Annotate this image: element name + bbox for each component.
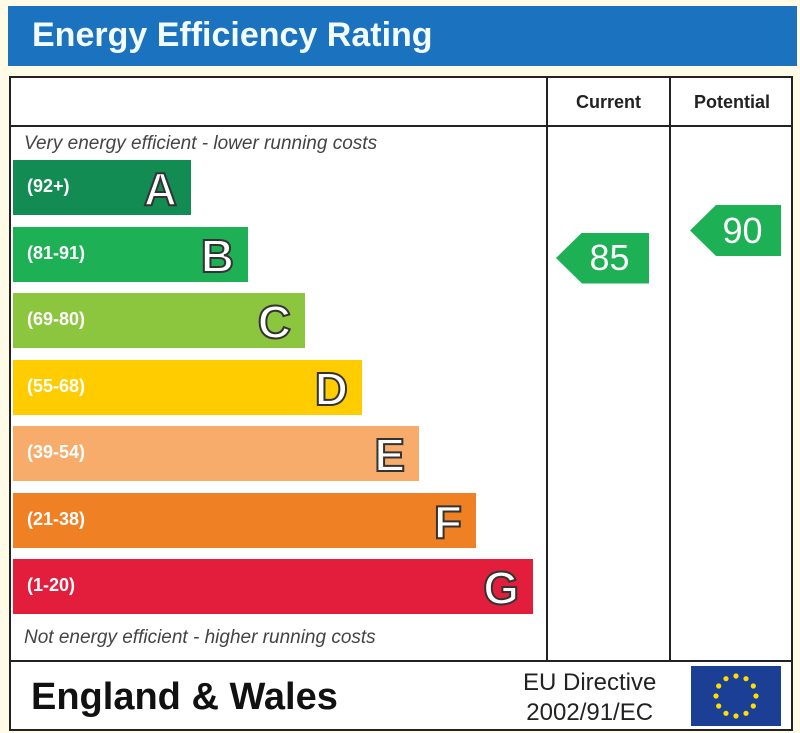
flag-star (713, 693, 719, 699)
eu-directive: EU Directive 2002/91/EC (523, 668, 656, 728)
flag-star (743, 710, 749, 716)
header-divider (11, 125, 791, 127)
band-bar-b: (81-91) B (13, 226, 248, 283)
flag-star (743, 676, 749, 682)
band-bar-c: (69-80) C (13, 293, 305, 349)
band-bar-g: (1-20) G (13, 559, 533, 615)
chart-title: Energy Efficiency Rating (32, 16, 433, 54)
footer-divider (11, 660, 791, 662)
band-letter: A (143, 162, 178, 216)
band-range: (55-68) (27, 375, 86, 396)
title-bar: Energy Efficiency Rating (8, 6, 797, 66)
flag-star (753, 693, 759, 699)
band-letter: C (257, 295, 292, 349)
band-range: (92+) (27, 176, 70, 196)
flag-star (750, 683, 756, 689)
band-letter: G (482, 561, 520, 615)
rating-table: Current Potential Very energy efficient … (9, 76, 793, 731)
directive-line-1: EU Directive (523, 669, 657, 696)
potential-rating-arrow: 90 (690, 205, 781, 256)
band-bar-a: (92+) A (13, 160, 191, 216)
band-letter: D (314, 362, 349, 416)
flag-star (716, 703, 722, 709)
potential-rating-value: 90 (722, 209, 763, 251)
flag-star (723, 710, 729, 716)
top-note: Very energy efficient - lower running co… (24, 133, 378, 154)
eu-flag-icon (691, 666, 781, 726)
flag-star (733, 673, 739, 679)
band-bar-e: (39-54) E (13, 426, 419, 482)
band-letter: B (200, 229, 235, 283)
band-range: (1-20) (27, 575, 76, 595)
column-divider (669, 78, 671, 660)
directive-line-2: 2002/91/EC (526, 699, 654, 726)
current-rating-value: 85 (589, 237, 630, 278)
column-divider (546, 78, 548, 660)
band-range: (81-91) (27, 242, 86, 263)
band-range: (21-38) (27, 508, 86, 529)
current-rating-arrow: 85 (556, 232, 649, 284)
band-letter: E (373, 428, 406, 482)
current-column-header: Current (575, 92, 641, 112)
flag-star (723, 676, 729, 682)
band-letter: F (433, 495, 463, 549)
flag-star (733, 713, 739, 719)
band-bar-d: (55-68) D (13, 359, 362, 416)
band-range: (39-54) (27, 442, 86, 462)
region-label: England & Wales (31, 676, 338, 718)
flag-star (750, 703, 756, 709)
potential-column-header: Potential (693, 92, 770, 112)
flag-star (716, 683, 722, 689)
band-range: (69-80) (27, 309, 86, 329)
bottom-note: Not energy efficient - higher running co… (24, 627, 376, 648)
band-bar-f: (21-38) F (13, 492, 476, 549)
